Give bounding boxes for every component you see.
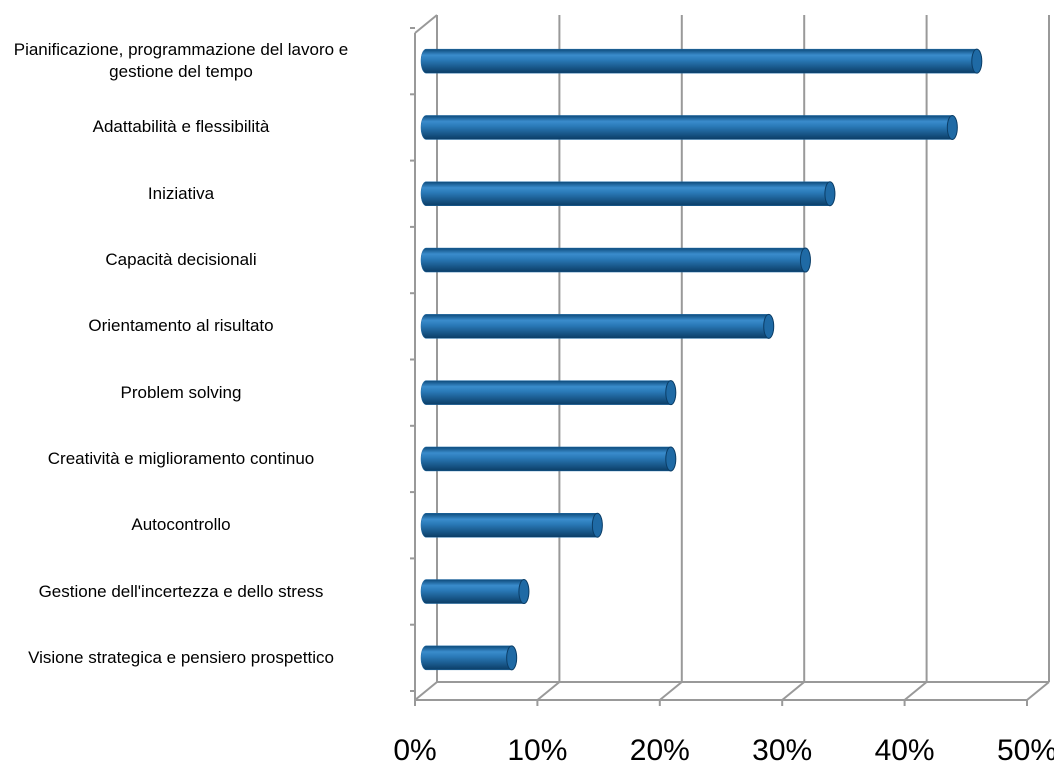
x-tick-label: 20% [630, 734, 690, 767]
category-label: Autocontrollo [131, 515, 231, 535]
category-label: Capacità decisionali [105, 250, 257, 270]
category-label: Iniziativa [147, 183, 215, 203]
floor-line [536, 681, 561, 701]
category-label: Orientamento al risultato [88, 316, 274, 336]
bar [420, 181, 836, 206]
x-tick-label: 0% [393, 734, 436, 767]
axis-top-edge [414, 14, 438, 34]
category-label: Gestione dell'incertezza e dello stress [38, 581, 324, 601]
bar-cap [824, 181, 836, 207]
bar [420, 446, 677, 472]
category-label: Visione strategica e pensiero prospettic… [28, 647, 334, 667]
bar-cap [665, 380, 677, 406]
floor-line [903, 681, 928, 701]
bar-cap [591, 512, 603, 538]
bar [420, 513, 603, 538]
bar [420, 115, 958, 140]
bar [420, 247, 811, 273]
bar [420, 579, 530, 604]
bar-cap [665, 446, 677, 472]
bar-cap [946, 114, 958, 140]
floor-line [781, 681, 805, 701]
category-label: Creatività e miglioramento continuo [47, 448, 315, 468]
x-tick-label: 30% [752, 734, 812, 767]
bar-cap [763, 313, 775, 339]
category-label: Pianificazione, programmazione del lavor… [13, 40, 349, 82]
floor-line [414, 681, 438, 701]
x-tick-label: 50% [997, 734, 1054, 767]
bar [420, 48, 983, 74]
category-label: Problem solving [120, 382, 242, 402]
bar-cap [506, 645, 518, 671]
bar [420, 645, 517, 671]
category-label: Adattabilità e flessibilità [92, 117, 270, 137]
bar-cap [518, 579, 530, 605]
floor-line [659, 681, 683, 701]
floor-line [1026, 681, 1050, 701]
bar [420, 314, 774, 339]
bar [420, 380, 677, 405]
x-tick-label: 10% [507, 734, 567, 767]
x-tick-label: 40% [875, 734, 935, 767]
bar-cap [971, 48, 983, 74]
bar-cap [799, 247, 811, 273]
